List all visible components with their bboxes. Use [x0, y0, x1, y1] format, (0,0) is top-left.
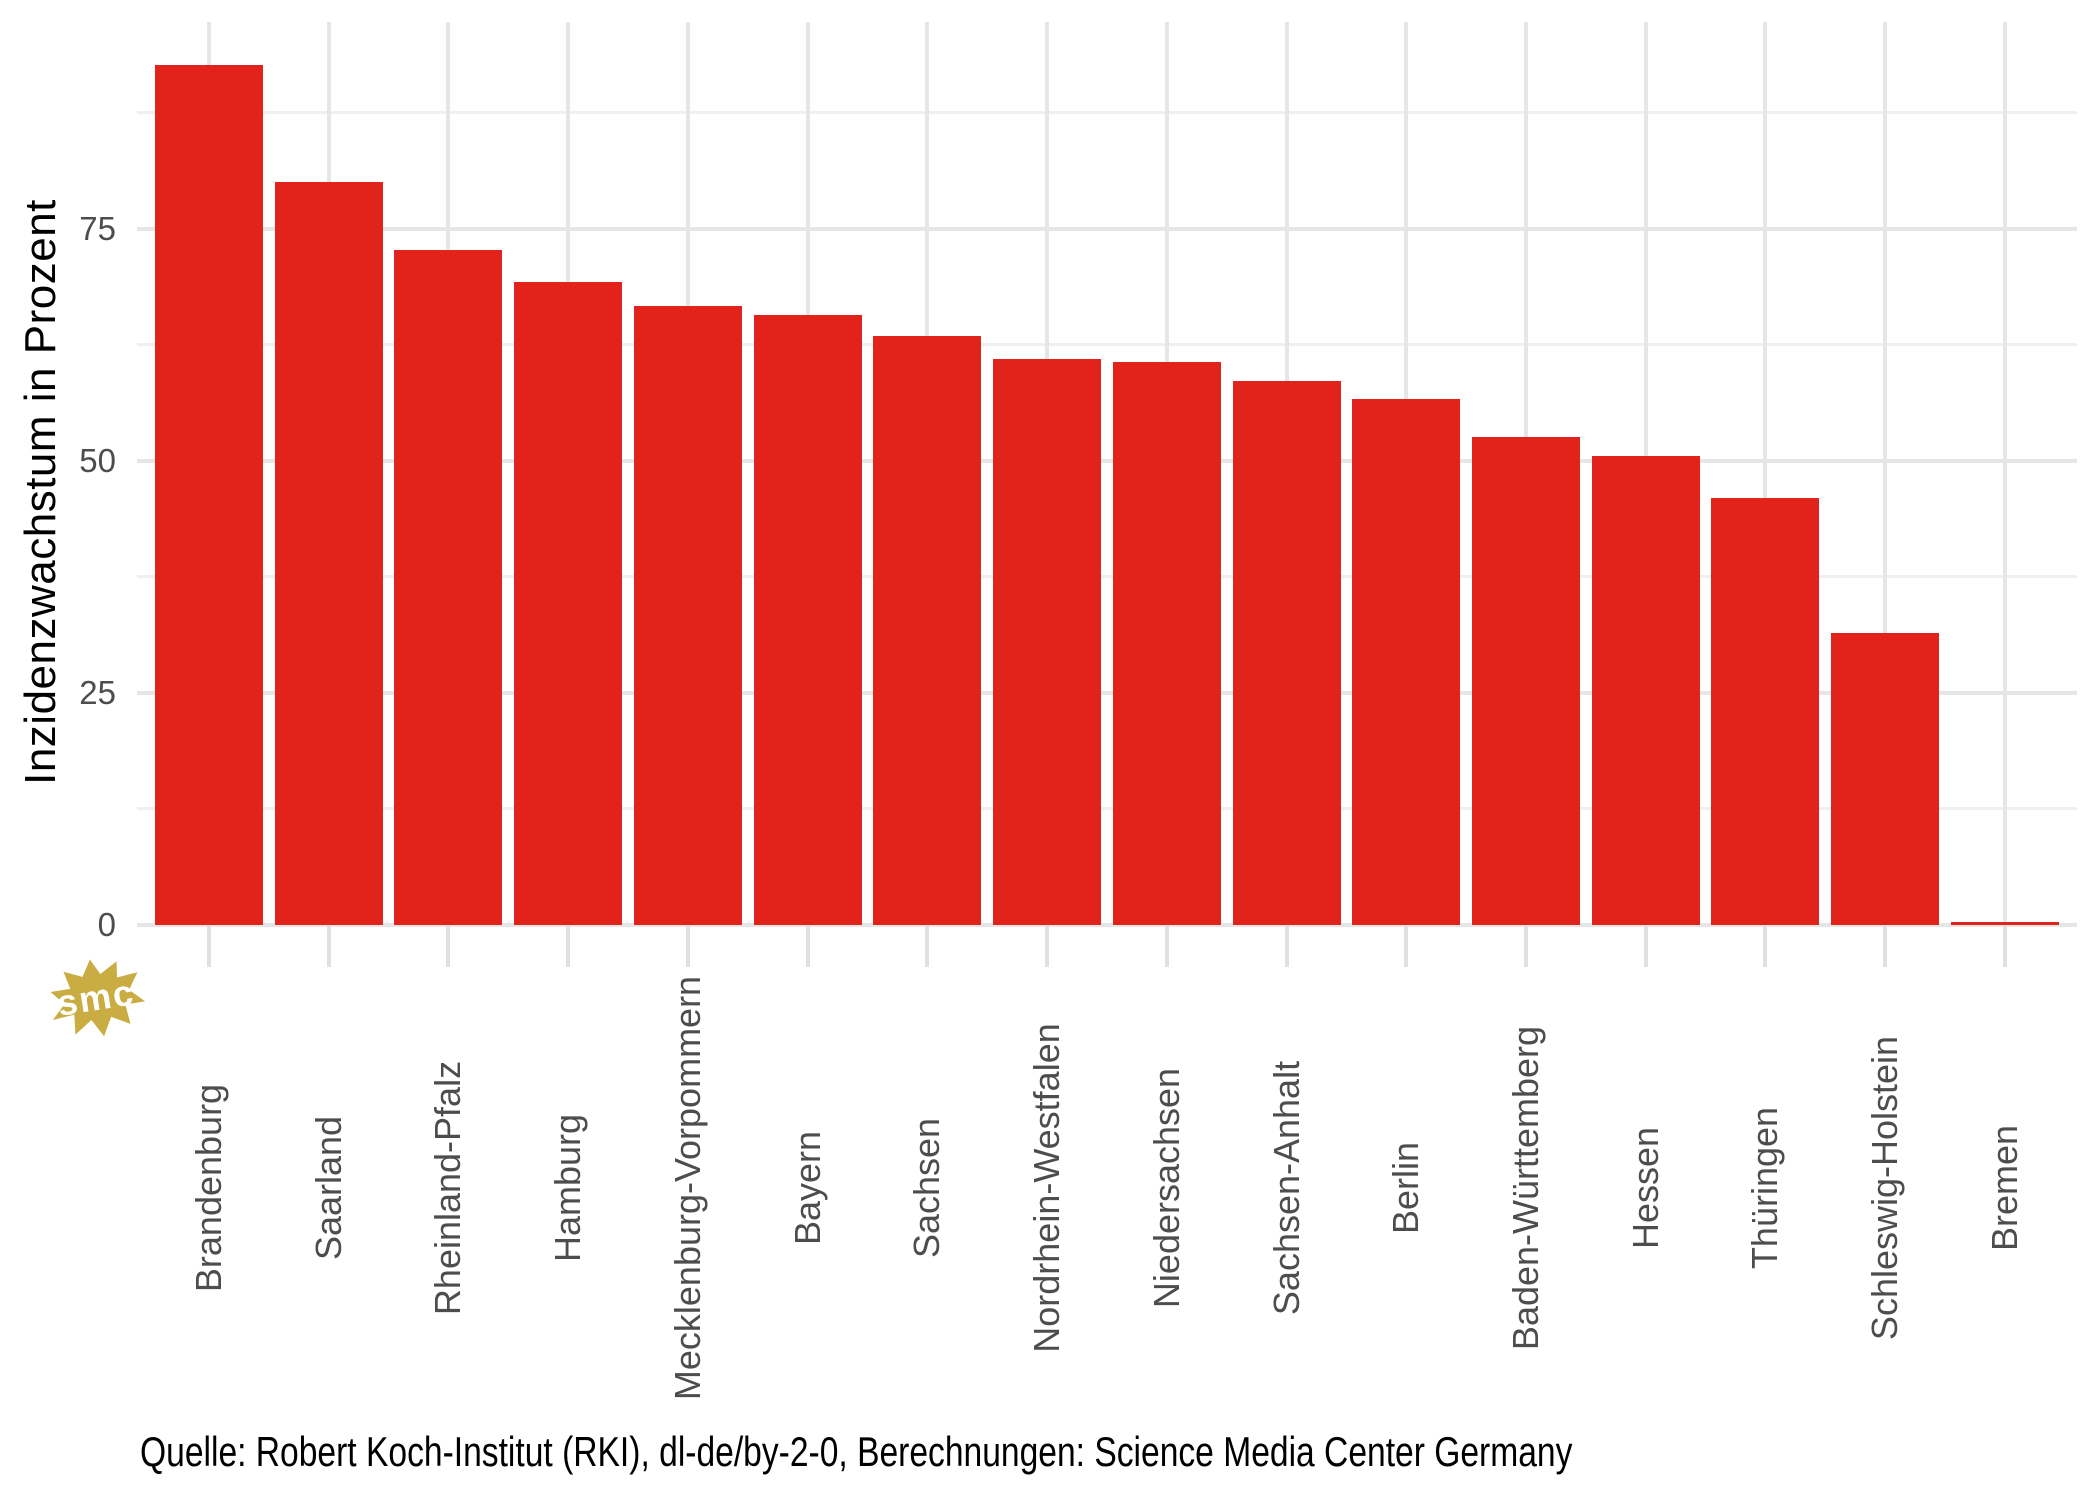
bar [1831, 633, 1940, 925]
x-axis-label: Baden-Württemberg [1505, 1025, 1547, 1351]
bar [514, 281, 623, 925]
x-axis-tick [805, 925, 810, 967]
gridline-major-vertical [2002, 22, 2007, 925]
bar [155, 65, 263, 925]
x-axis-tick [1883, 925, 1888, 967]
x-axis-label: Bremen [1983, 1124, 2025, 1252]
bar [873, 336, 982, 925]
bar [1112, 362, 1221, 925]
x-axis-label: Nordrhein-Westfalen [1026, 1023, 1068, 1353]
x-axis-tick [1524, 925, 1529, 967]
gridline-minor-horizontal [137, 575, 2077, 579]
bar [1591, 456, 1700, 925]
y-axis-tick-label: 25 [79, 673, 116, 711]
y-axis-tick-label: 50 [79, 441, 116, 479]
gridline-minor-horizontal [137, 343, 2077, 347]
bar [993, 358, 1102, 925]
bar [1472, 436, 1581, 925]
gridline-major-horizontal [137, 690, 2077, 695]
x-axis-tick [2002, 925, 2007, 967]
smc-logo-star-shape [50, 959, 146, 1037]
bar [1352, 398, 1461, 925]
bar [753, 314, 862, 925]
x-axis-tick [326, 925, 331, 967]
gridline-minor-horizontal [137, 111, 2077, 115]
x-axis-label: Brandenburg [188, 1083, 229, 1293]
y-axis-tick-label: 75 [79, 209, 116, 247]
x-axis-tick [1164, 925, 1169, 967]
x-axis-tick [207, 925, 211, 967]
source-caption: Quelle: Robert Koch-Institut (RKI), dl-d… [140, 1428, 1573, 1475]
x-axis-label: Bayern [786, 1130, 828, 1246]
x-axis-label: Schleswig-Holstein [1864, 1035, 1906, 1341]
y-axis-tick-label: 0 [97, 906, 116, 943]
x-axis-label: Sachsen [906, 1117, 948, 1259]
bar [1950, 922, 2059, 925]
x-axis-label: Mecklenburg-Vorpommern [666, 975, 708, 1401]
smc-logo: smc [50, 959, 146, 1037]
bar [633, 305, 742, 925]
x-axis-label: Berlin [1385, 1141, 1427, 1235]
x-axis-tick [1045, 925, 1050, 967]
gridline-major-horizontal [137, 923, 2077, 927]
x-axis-tick [1404, 925, 1409, 967]
x-axis-label: Niedersachsen [1145, 1067, 1187, 1309]
gridline-major-vertical [1883, 22, 1888, 925]
x-axis-label: Hessen [1624, 1126, 1666, 1250]
x-axis-tick [685, 925, 690, 967]
x-axis-label: Hamburg [547, 1113, 589, 1263]
x-axis-tick [446, 925, 451, 967]
x-axis-label: Sachsen-Anhalt [1265, 1060, 1307, 1316]
gridline-major-vertical [1763, 22, 1768, 925]
x-axis-tick [925, 925, 930, 967]
x-axis-tick [566, 925, 571, 967]
x-axis-label: Rheinland-Pfalz [427, 1060, 469, 1316]
gridline-major-horizontal [137, 458, 2077, 463]
bar [274, 182, 383, 925]
x-axis-label: Saarland [307, 1115, 349, 1261]
bar [1711, 497, 1820, 925]
bar [394, 249, 503, 925]
bar [1232, 380, 1341, 925]
x-axis-tick [1284, 925, 1289, 967]
x-axis-label: Thüringen [1744, 1106, 1786, 1270]
x-axis-tick [1763, 925, 1768, 967]
gridline-major-horizontal [137, 226, 2077, 231]
x-axis-tick [1643, 925, 1648, 967]
gridline-minor-horizontal [137, 807, 2077, 811]
